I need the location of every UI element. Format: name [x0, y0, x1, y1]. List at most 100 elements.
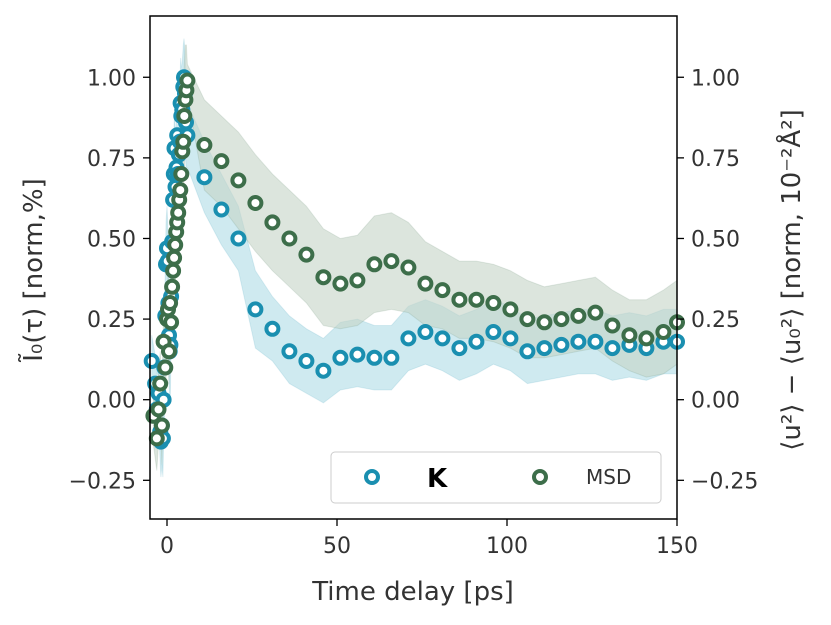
- left-y-tick-label: −0.25: [69, 469, 136, 494]
- point-msd: [553, 311, 570, 328]
- point-msd: [172, 182, 189, 199]
- left-y-tick-label: 1.00: [87, 66, 136, 91]
- point-msd: [502, 301, 519, 318]
- point-msd: [536, 314, 553, 331]
- point-k: [536, 340, 553, 357]
- point-k: [417, 324, 434, 340]
- point-msd: [468, 291, 485, 308]
- x-tick-label: 50: [323, 534, 351, 559]
- point-msd: [519, 311, 536, 328]
- point-msd: [451, 291, 468, 308]
- right-y-tick-label: 0.25: [691, 308, 740, 333]
- series-msd: [145, 72, 685, 447]
- point-msd: [166, 249, 183, 266]
- point-msd: [153, 417, 170, 434]
- point-msd: [157, 359, 174, 376]
- point-msd: [165, 262, 182, 279]
- point-msd: [587, 304, 604, 321]
- point-k: [434, 330, 451, 347]
- point-msd: [366, 256, 383, 273]
- legend-label-k: K: [427, 464, 448, 494]
- point-msd: [264, 214, 281, 231]
- point-msd: [230, 172, 247, 189]
- point-k: [604, 340, 621, 357]
- point-msd: [170, 204, 187, 221]
- point-k: [349, 346, 366, 363]
- plot-frame: [149, 15, 678, 520]
- point-msd: [150, 401, 167, 418]
- point-msd: [173, 166, 190, 182]
- right-y-axis-label: ⟨u²⟩ − ⟨u₀²⟩ [norm, 10⁻²Å²]: [775, 109, 807, 451]
- point-msd: [281, 230, 298, 247]
- point-k: [298, 353, 315, 369]
- point-k: [400, 330, 417, 347]
- point-k: [366, 349, 383, 366]
- point-k: [281, 343, 298, 360]
- point-msd: [175, 133, 192, 150]
- left-y-tick-label: 0.50: [87, 227, 136, 252]
- point-k: [587, 333, 604, 350]
- point-msd: [213, 153, 230, 170]
- point-k: [264, 320, 281, 337]
- point-k: [451, 340, 468, 357]
- point-msd: [400, 259, 417, 276]
- point-msd: [621, 327, 638, 344]
- point-msd: [655, 324, 672, 340]
- point-k: [519, 343, 536, 360]
- right-y-tick-label: 1.00: [691, 66, 740, 91]
- point-k: [485, 324, 502, 340]
- uncertainty-bands: [151, 38, 678, 478]
- point-msd: [163, 314, 180, 331]
- right-y-tick-label: −0.25: [691, 469, 758, 494]
- point-k: [332, 349, 349, 366]
- x-axis-label: Time delay [ps]: [311, 577, 514, 607]
- point-msd: [332, 275, 349, 292]
- x-tick-label: 150: [656, 534, 698, 559]
- point-msd: [604, 317, 621, 334]
- point-msd: [383, 253, 400, 270]
- point-msd: [196, 137, 213, 153]
- legend: K MSD: [330, 451, 662, 504]
- legend-box: [330, 451, 662, 504]
- legend-marker-k: [364, 469, 380, 485]
- right-y-tick-label: 0.00: [691, 389, 740, 414]
- point-msd: [176, 108, 193, 124]
- point-k: [213, 201, 230, 218]
- point-k: [247, 301, 264, 318]
- point-k: [468, 333, 485, 350]
- point-msd: [298, 246, 315, 263]
- right-y-tick-label: 0.75: [691, 147, 740, 172]
- axis-ticks: 0 50 100 150 −0.25 0.00 0.25 0.50 0.75 1.00 −0.25 0…: [69, 66, 759, 559]
- left-y-tick-label: 0.00: [87, 389, 136, 414]
- point-msd: [161, 343, 177, 360]
- legend-label-msd: MSD: [586, 465, 631, 489]
- left-y-tick-label: 0.75: [87, 147, 136, 172]
- point-msd: [148, 430, 165, 447]
- point-msd: [638, 330, 655, 347]
- point-k: [502, 330, 519, 347]
- point-k: [570, 333, 587, 350]
- legend-marker-msd: [532, 469, 548, 485]
- point-msd: [349, 272, 366, 289]
- point-msd: [247, 195, 264, 211]
- left-y-tick-label: 0.25: [87, 308, 136, 333]
- point-msd: [179, 72, 196, 89]
- x-tick-label: 0: [160, 534, 174, 559]
- right-y-tick-label: 0.50: [691, 227, 740, 252]
- point-msd: [417, 275, 434, 292]
- point-msd: [162, 295, 179, 311]
- point-k: [553, 336, 570, 353]
- point-k: [315, 362, 332, 379]
- point-msd: [485, 295, 502, 311]
- left-y-axis-label: Ĩ₀(τ) [norm,%]: [17, 178, 49, 363]
- point-msd: [315, 269, 332, 286]
- x-tick-label: 100: [486, 534, 528, 559]
- point-k: [383, 349, 400, 366]
- point-k: [230, 230, 247, 247]
- point-k: [196, 169, 213, 186]
- point-msd: [167, 236, 184, 253]
- point-msd: [434, 282, 451, 299]
- point-msd: [164, 278, 181, 295]
- data-markers: [143, 69, 685, 450]
